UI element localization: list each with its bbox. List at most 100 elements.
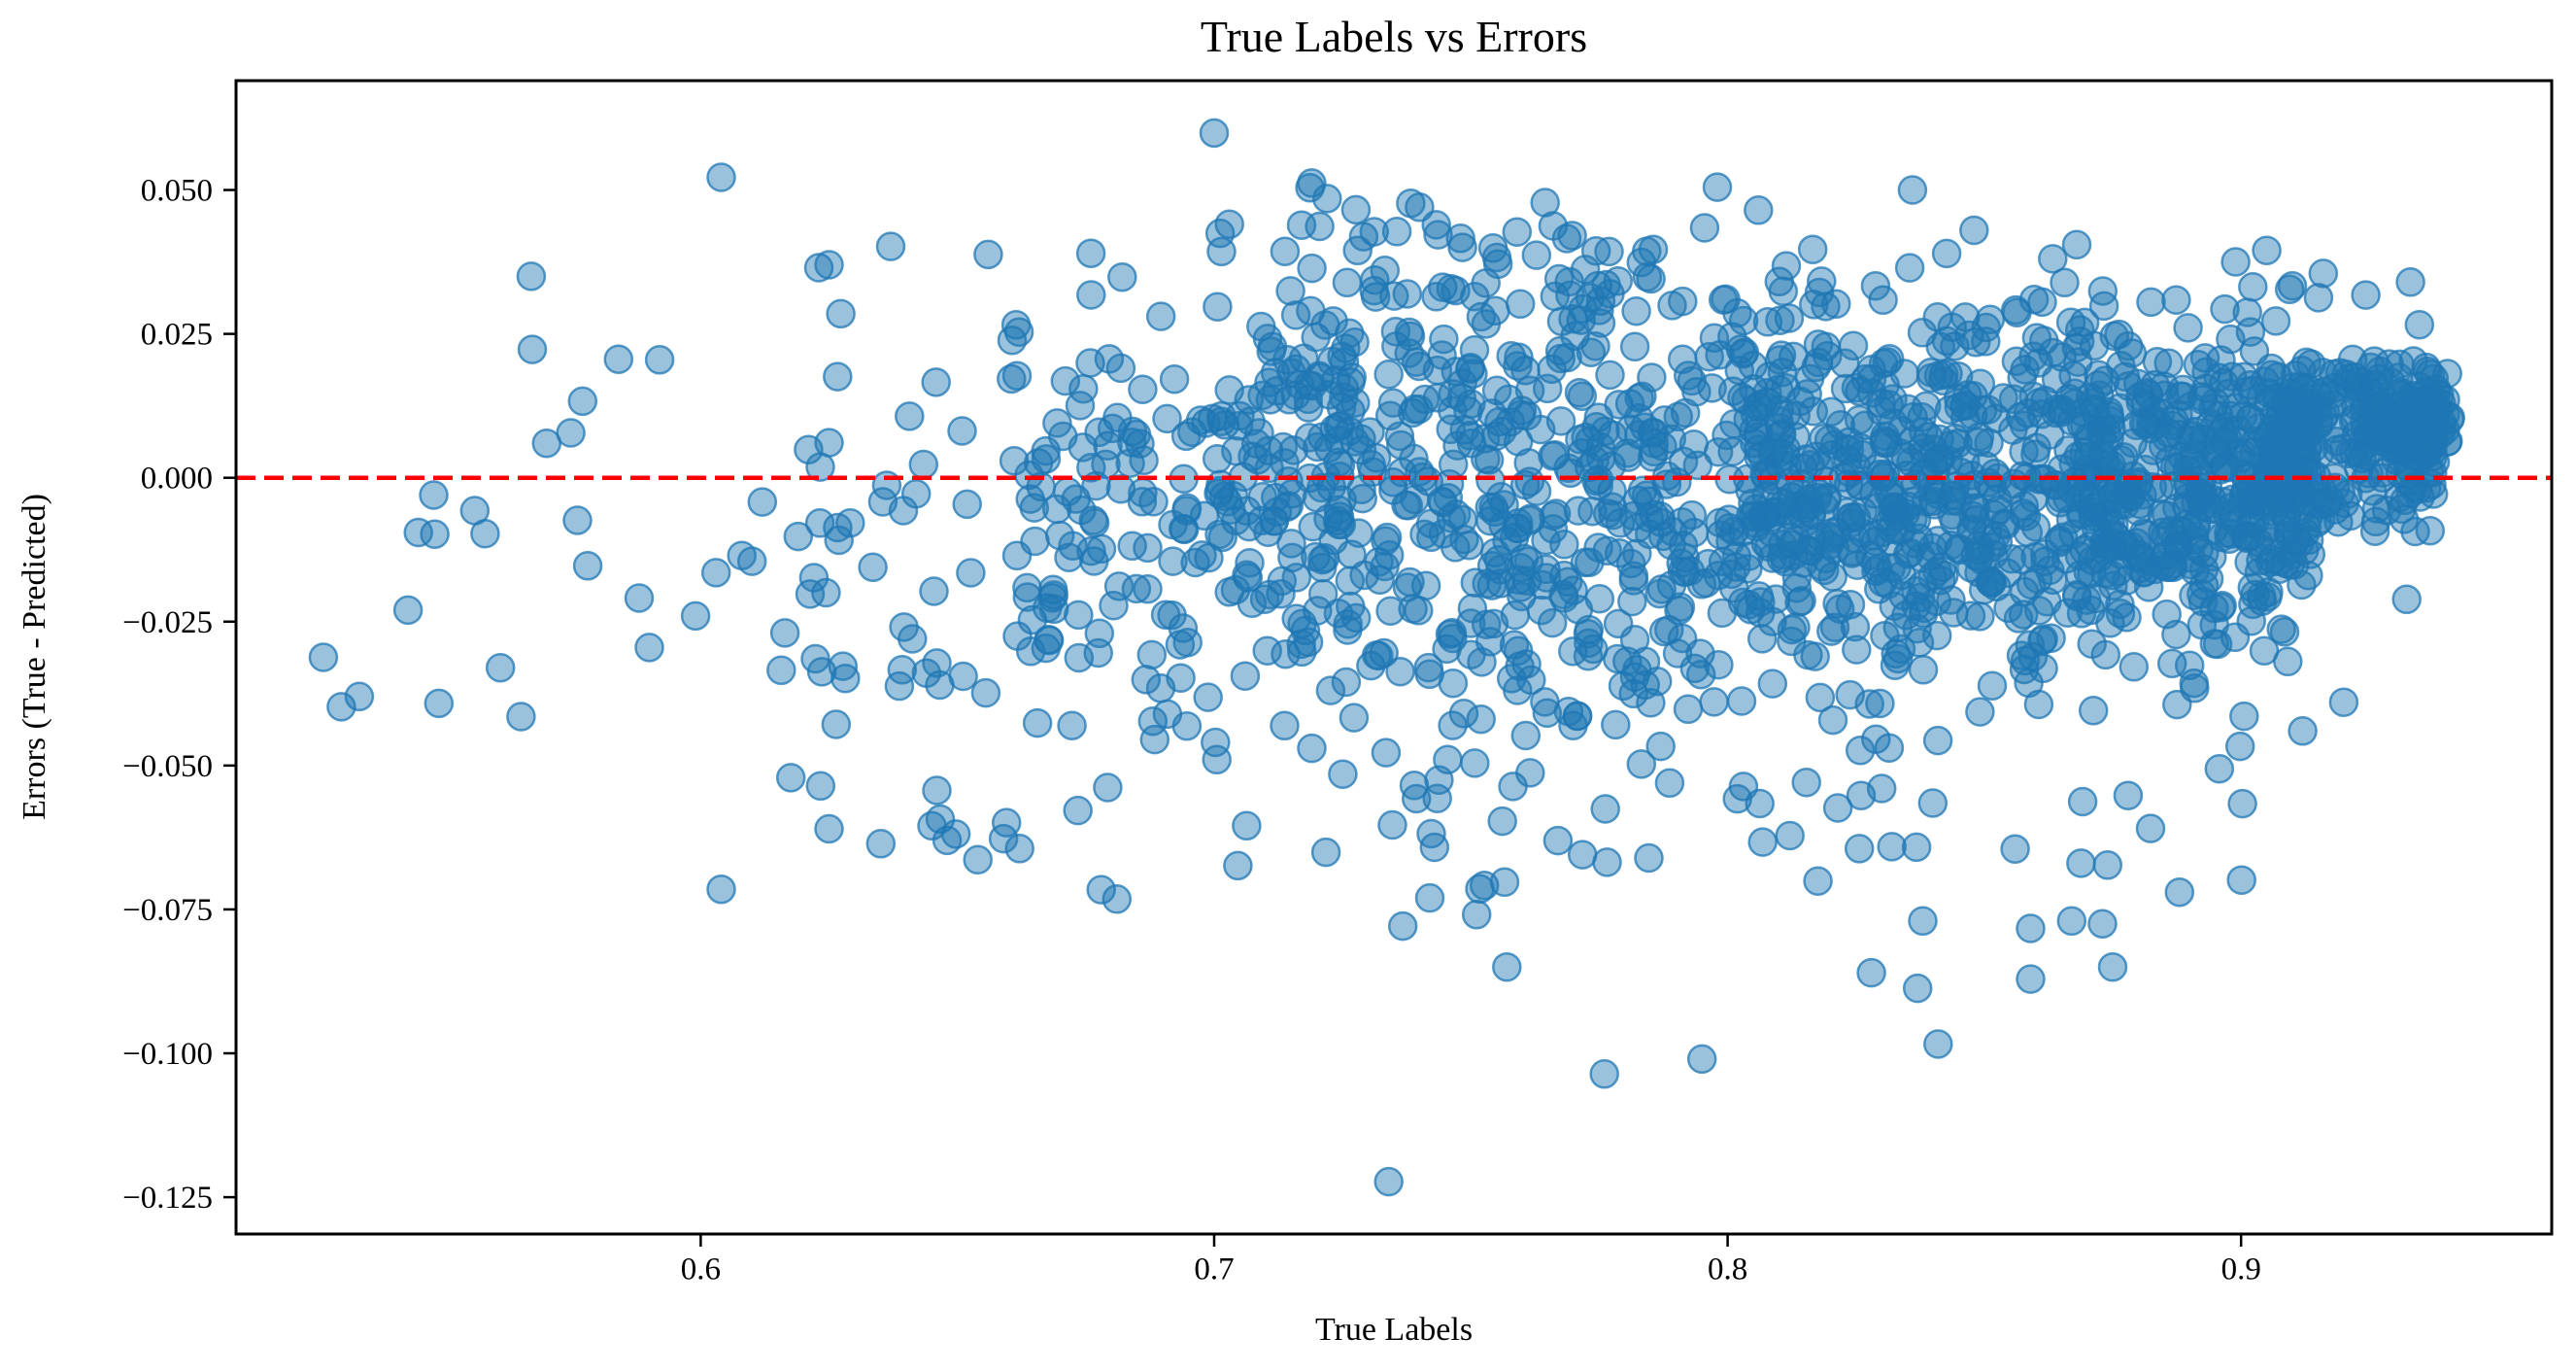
scatter-point	[1856, 957, 1886, 988]
scatter-point	[2168, 516, 2198, 546]
scatter-point	[1329, 382, 1359, 413]
scatter-point	[1554, 266, 1584, 297]
scatter-point	[2161, 285, 2191, 315]
scatter-point	[1437, 618, 1468, 648]
scatter-point	[2253, 582, 2283, 612]
scatter-point	[2277, 270, 2308, 301]
scatter-point	[1171, 710, 1203, 741]
scatter-point	[1830, 373, 1861, 404]
scatter-point	[1318, 306, 1348, 336]
scatter-point	[2055, 307, 2086, 338]
scatter-point	[326, 692, 356, 722]
scatter-point	[1433, 744, 1463, 774]
scatter-point	[2288, 716, 2318, 746]
scatter-point	[1917, 788, 1949, 818]
scatter-point	[1764, 266, 1795, 297]
scatter-point	[2385, 459, 2416, 489]
scatter-point	[2084, 543, 2115, 573]
scatter-point	[1604, 390, 1634, 420]
scatter-point	[1044, 520, 1075, 551]
scatter-point	[1626, 749, 1657, 779]
scatter-point	[1000, 310, 1032, 340]
scatter-point	[1019, 493, 1050, 523]
scatter-point	[1428, 488, 1459, 518]
scatter-point	[1307, 579, 1339, 609]
scatter-point	[2181, 487, 2211, 518]
scatter-point	[1956, 514, 1986, 544]
scatter-point	[1779, 540, 1810, 570]
scatter-point	[1668, 286, 1698, 317]
scatter-point	[922, 648, 952, 678]
scatter-point	[1280, 300, 1311, 330]
scatter-point	[1365, 565, 1395, 596]
scatter-point	[736, 546, 767, 576]
scatter-point	[2272, 388, 2303, 419]
scatter-point	[706, 874, 736, 905]
scatter-point	[766, 655, 797, 686]
scatter-point	[1409, 519, 1440, 550]
scatter-point	[1022, 707, 1053, 738]
scatter-point	[865, 829, 897, 859]
scatter-point	[1454, 530, 1484, 561]
scatter-point	[1448, 699, 1479, 729]
scatter-point	[1471, 444, 1501, 474]
scatter-point	[2021, 432, 2051, 463]
scatter-point	[1811, 292, 1841, 322]
scatter-point	[1246, 311, 1276, 342]
scatter-point	[1105, 353, 1136, 384]
scatter-point	[680, 600, 711, 632]
scatter-point	[1050, 365, 1081, 396]
scatter-point	[1552, 342, 1582, 373]
scatter-point	[1898, 503, 1928, 533]
scatter-point	[814, 428, 844, 458]
scatter-point	[1373, 1166, 1404, 1197]
scatter-point	[1202, 443, 1233, 474]
x-tick-label: 0.6	[681, 1252, 721, 1286]
scatter-point	[1275, 276, 1305, 306]
scatter-point	[1582, 270, 1613, 301]
scatter-point	[956, 558, 986, 588]
scatter-point	[1733, 554, 1763, 584]
scatter-point	[1634, 842, 1664, 874]
scatter-point	[1541, 498, 1572, 529]
scatter-point	[2186, 609, 2218, 640]
scatter-point	[1476, 398, 1508, 429]
scatter-point	[1713, 504, 1745, 534]
scatter-point	[1203, 292, 1233, 322]
scatter-point	[1129, 445, 1159, 476]
scatter-point	[1481, 242, 1512, 273]
x-tick-label: 0.9	[2221, 1252, 2261, 1286]
scatter-point	[1983, 495, 2014, 526]
scatter-point	[1206, 400, 1237, 431]
scatter-point	[1745, 788, 1775, 819]
chart-title: True Labels vs Errors	[1200, 12, 1588, 61]
scatter-point	[1735, 475, 1765, 505]
scatter-point	[1221, 505, 1251, 535]
scatter-point	[2371, 495, 2402, 526]
scatter-point	[2262, 361, 2293, 393]
scatter-point	[1505, 289, 1536, 320]
scatter-point	[420, 519, 450, 549]
y-tick-label: −0.050	[122, 749, 213, 784]
scatter-point	[1318, 525, 1348, 556]
scatter-series	[308, 118, 2465, 1197]
scatter-point	[1105, 473, 1136, 504]
scatter-point	[1542, 825, 1574, 856]
scatter-point	[1223, 850, 1253, 881]
scatter-point	[1445, 223, 1475, 254]
scatter-point	[2391, 584, 2422, 615]
scatter-point	[1486, 481, 1516, 512]
scatter-point	[1583, 532, 1613, 563]
scatter-point	[1842, 635, 1872, 665]
scatter-point	[485, 652, 516, 683]
scatter-point	[1537, 607, 1568, 638]
scatter-point	[1438, 668, 1469, 699]
scatter-point	[1413, 652, 1443, 683]
scatter-point	[1394, 338, 1424, 368]
scatter-point	[1326, 509, 1357, 540]
scatter-point	[1589, 1059, 1619, 1089]
scatter-point	[947, 416, 977, 446]
scatter-point	[919, 576, 949, 606]
scatter-point	[2418, 479, 2449, 509]
scatter-point	[1145, 673, 1176, 703]
